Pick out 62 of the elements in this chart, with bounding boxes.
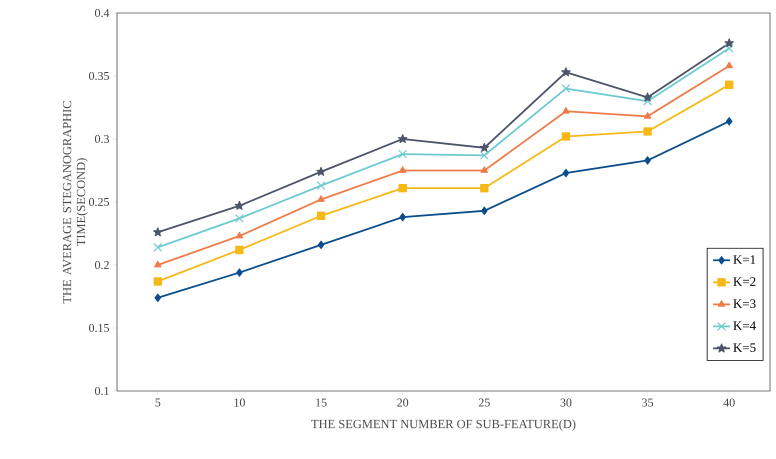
point	[399, 212, 406, 222]
point	[154, 277, 162, 286]
point	[398, 166, 406, 173]
point	[481, 206, 488, 216]
legend-label: K=1	[733, 255, 756, 264]
point	[725, 62, 733, 68]
point	[318, 240, 324, 250]
y-tick-label: 0.15	[89, 324, 110, 332]
x-tick-label: 25	[478, 398, 490, 407]
point	[562, 132, 570, 141]
x-tick-label: 5	[156, 398, 160, 406]
point	[561, 84, 570, 94]
point	[644, 112, 652, 119]
point	[234, 214, 244, 223]
point	[398, 184, 407, 192]
point	[562, 168, 570, 178]
legend-label: K=4	[733, 321, 756, 330]
point	[398, 150, 408, 159]
point	[480, 184, 488, 192]
x-axis-title: THE SEGMENT NUMBER OF SUB-FEATURE(D)	[311, 419, 576, 431]
point	[153, 227, 163, 236]
point	[562, 107, 570, 114]
point	[724, 44, 734, 53]
point	[154, 294, 162, 302]
point	[236, 232, 244, 238]
point	[643, 127, 652, 136]
point	[642, 92, 652, 102]
y-axis-title: THE AVERAGE STEGANOGRAPHIC TIME(SECOND)	[62, 101, 88, 304]
x-tick-label: 35	[642, 398, 654, 407]
point	[154, 260, 162, 268]
point	[480, 142, 490, 152]
y-tick-label: 0.2	[94, 260, 109, 270]
point	[726, 117, 732, 126]
point	[234, 200, 244, 210]
legend-label: K=3	[733, 299, 756, 308]
point	[725, 80, 734, 89]
x-tick-label: 40	[723, 398, 735, 407]
x-tick-label: 15	[316, 398, 327, 407]
point	[561, 67, 571, 76]
y-tick-label: 0.1	[94, 386, 109, 396]
point	[398, 134, 408, 144]
y-tick-label: 0.3	[94, 134, 110, 144]
point	[235, 246, 244, 254]
x-tick-label: 30	[560, 398, 572, 407]
y-tick-label: 0.4	[94, 8, 110, 18]
x-tick-label: 10	[234, 398, 245, 407]
point	[480, 150, 489, 160]
legend-label: K=2	[733, 277, 756, 286]
point	[153, 242, 162, 252]
y-tick-label: 0.25	[89, 198, 110, 206]
point	[236, 268, 243, 277]
legend-label: K=5	[733, 343, 756, 352]
point	[724, 38, 734, 48]
point	[316, 181, 326, 190]
point	[317, 195, 325, 202]
point	[316, 212, 326, 220]
point	[644, 156, 651, 165]
point	[643, 96, 652, 106]
y-tick-label: 0.35	[89, 72, 110, 80]
x-tick-label: 20	[397, 398, 408, 407]
point	[480, 166, 488, 173]
point	[316, 166, 326, 176]
